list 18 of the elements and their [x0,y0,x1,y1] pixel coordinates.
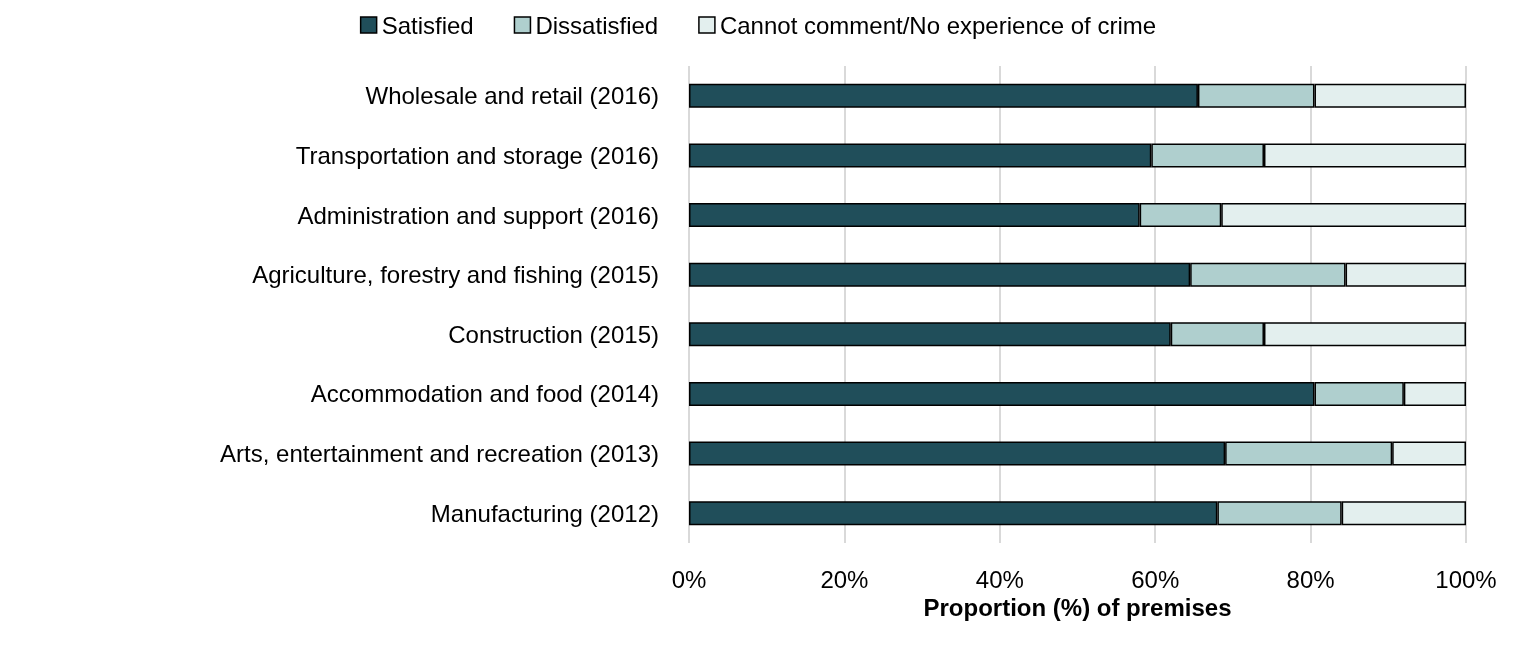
y-tick-label: Manufacturing (2012) [430,499,659,527]
y-tick-label: Accommodation and food (2014) [310,380,659,408]
y-tick-label: Arts, entertainment and recreation (2013) [220,440,659,468]
y-tick-label: Construction (2015) [448,320,659,348]
x-tick-label: 100% [1435,565,1497,593]
legend-label: Dissatisfied [535,11,659,39]
y-tick-label: Wholesale and retail (2016) [365,82,659,110]
x-axis-title: Proportion (%) of premises [923,594,1232,622]
x-tick-label: 20% [820,565,869,593]
y-tick-label: Transportation and storage (2016) [295,141,659,169]
x-tick-label: 40% [975,565,1024,593]
y-tick-label: Agriculture, forestry and fishing (2015) [252,261,659,289]
x-tick-label: 80% [1286,565,1335,593]
y-tick-label: Administration and support (2016) [297,201,659,229]
x-tick-label: 60% [1131,565,1180,593]
legend-label: Cannot comment/No experience of crime [719,11,1157,39]
legend-label: Satisfied [381,11,474,39]
x-tick-label: 0% [671,565,707,593]
